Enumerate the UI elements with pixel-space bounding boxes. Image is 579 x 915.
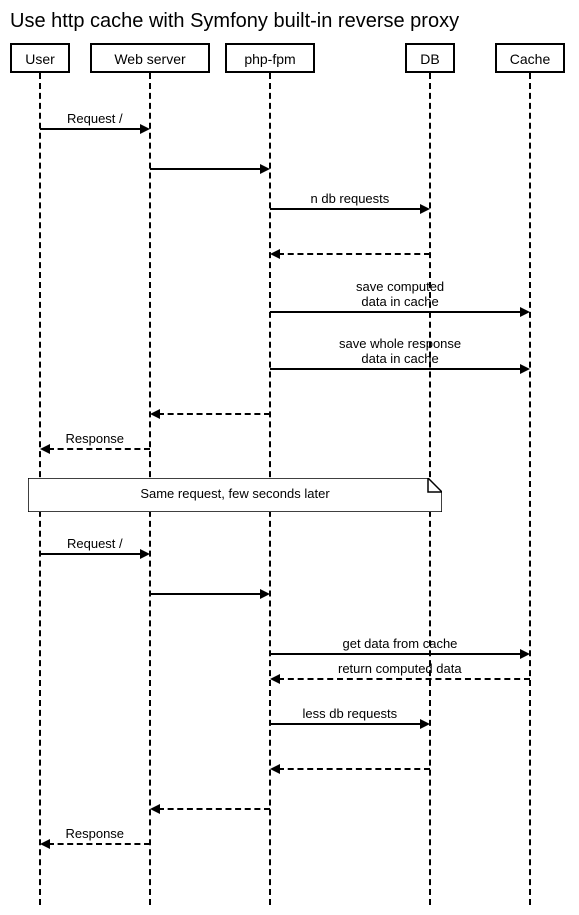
message-line (278, 768, 430, 770)
arrow-head (270, 764, 280, 774)
arrow-head (150, 409, 160, 419)
message-line (40, 128, 142, 130)
actor-cache: Cache (495, 43, 565, 73)
arrow-head (40, 444, 50, 454)
message-label: save whole response data in cache (339, 336, 461, 366)
arrow-head (520, 364, 530, 374)
actor-db: DB (405, 43, 455, 73)
message-line (278, 678, 530, 680)
message-line (278, 253, 430, 255)
message-line (40, 553, 142, 555)
message-label: return computed data (338, 661, 462, 676)
arrow-head (520, 307, 530, 317)
arrow-head (260, 164, 270, 174)
lifeline-cache (529, 73, 531, 905)
message-line (270, 653, 522, 655)
actor-phpfpm: php-fpm (225, 43, 315, 73)
arrow-head (420, 719, 430, 729)
message-line (270, 368, 522, 370)
actor-user: User (10, 43, 70, 73)
message-label: less db requests (303, 706, 398, 721)
message-line (150, 168, 262, 170)
message-label: Request / (67, 536, 123, 551)
arrow-head (260, 589, 270, 599)
message-line (270, 208, 422, 210)
sequence-diagram: User Web server php-fpm DB Cache Request / n d… (10, 43, 569, 905)
arrow-head (150, 804, 160, 814)
arrow-head (40, 839, 50, 849)
arrow-head (520, 649, 530, 659)
message-label: Response (66, 826, 125, 841)
message-line (48, 843, 150, 845)
diagram-title: Use http cache with Symfony built-in rev… (10, 10, 569, 33)
message-label: save computed data in cache (356, 279, 444, 309)
message-line (158, 413, 270, 415)
message-line (150, 593, 262, 595)
arrow-head (270, 249, 280, 259)
arrow-head (420, 204, 430, 214)
message-label: Request / (67, 111, 123, 126)
arrow-head (140, 549, 150, 559)
actor-webserver: Web server (90, 43, 210, 73)
message-line (270, 311, 522, 313)
message-label: Response (66, 431, 125, 446)
message-line (48, 448, 150, 450)
message-line (270, 723, 422, 725)
arrow-head (140, 124, 150, 134)
message-line (158, 808, 270, 810)
arrow-head (270, 674, 280, 684)
note-box: Same request, few seconds later (28, 478, 442, 512)
message-label: get data from cache (343, 636, 458, 651)
message-label: n db requests (311, 191, 390, 206)
